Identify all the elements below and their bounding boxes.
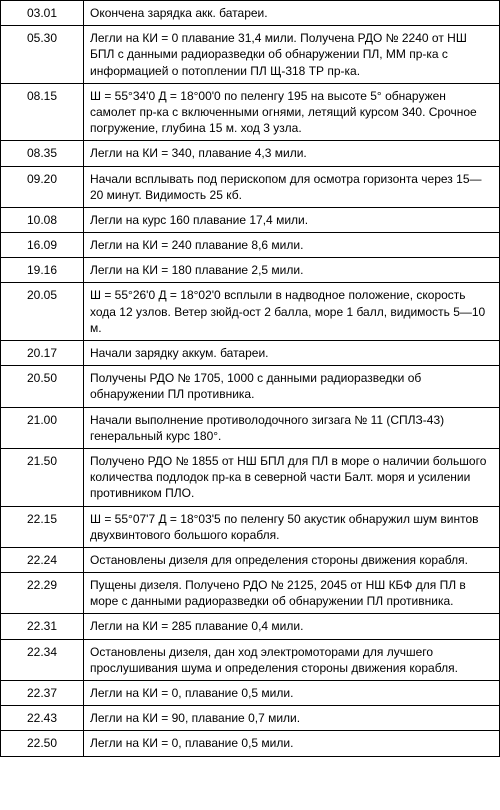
table-row: 10.08 Легли на курс 160 плавание 17,4 ми… (1, 207, 500, 232)
time-cell: 19.16 (1, 258, 84, 283)
desc-cell: Остановлены дизеля, дан ход электромотор… (84, 639, 500, 680)
time-cell: 10.08 (1, 207, 84, 232)
table-row: 03.01 Окончена зарядка акк. батареи. (1, 1, 500, 26)
desc-cell: Легли на КИ = 0, плавание 0,5 мили. (84, 731, 500, 756)
table-row: 22.37 Легли на КИ = 0, плавание 0,5 мили… (1, 681, 500, 706)
table-row: 09.20 Начали всплывать под перископом дл… (1, 166, 500, 207)
desc-cell: Получены РДО № 1705, 1000 с данными ради… (84, 366, 500, 407)
table-row: 20.05 Ш = 55°26'0 Д = 18°02'0 всплыли в … (1, 283, 500, 341)
table-row: 08.15 Ш = 55°34'0 Д = 18°00'0 по пеленгу… (1, 83, 500, 141)
desc-cell: Легли на КИ = 90, плавание 0,7 мили. (84, 706, 500, 731)
table-row: 20.17 Начали зарядку аккум. батареи. (1, 341, 500, 366)
desc-cell: Ш = 55°34'0 Д = 18°00'0 по пеленгу 195 н… (84, 83, 500, 141)
desc-cell: Легли на КИ = 180 плавание 2,5 мили. (84, 258, 500, 283)
desc-cell: Легли на КИ = 340, плавание 4,3 мили. (84, 141, 500, 166)
desc-cell: Легли на КИ = 240 плавание 8,6 мили. (84, 233, 500, 258)
table-row: 22.24 Остановлены дизеля для определения… (1, 547, 500, 572)
table-row: 16.09 Легли на КИ = 240 плавание 8,6 мил… (1, 233, 500, 258)
desc-cell: Остановлены дизеля для определения сторо… (84, 547, 500, 572)
desc-cell: Начали зарядку аккум. батареи. (84, 341, 500, 366)
time-cell: 03.01 (1, 1, 84, 26)
table-row: 22.43 Легли на КИ = 90, плавание 0,7 мил… (1, 706, 500, 731)
time-cell: 22.34 (1, 639, 84, 680)
desc-cell: Ш = 55°07'7 Д = 18°03'5 по пеленгу 50 ак… (84, 506, 500, 547)
table-row: 22.15 Ш = 55°07'7 Д = 18°03'5 по пеленгу… (1, 506, 500, 547)
time-cell: 22.50 (1, 731, 84, 756)
time-cell: 20.05 (1, 283, 84, 341)
table-row: 22.31 Легли на КИ = 285 плавание 0,4 мил… (1, 614, 500, 639)
time-cell: 22.15 (1, 506, 84, 547)
time-cell: 09.20 (1, 166, 84, 207)
desc-cell: Окончена зарядка акк. батареи. (84, 1, 500, 26)
desc-cell: Начали выполнение противолодочного зигза… (84, 407, 500, 448)
table-row: 05.30 Легли на КИ = 0 плавание 31,4 мили… (1, 26, 500, 84)
desc-cell: Получено РДО № 1855 от НШ БПЛ для ПЛ в м… (84, 448, 500, 506)
table-row: 20.50 Получены РДО № 1705, 1000 с данным… (1, 366, 500, 407)
time-cell: 08.35 (1, 141, 84, 166)
time-cell: 08.15 (1, 83, 84, 141)
table-row: 22.34 Остановлены дизеля, дан ход электр… (1, 639, 500, 680)
table-row: 19.16 Легли на КИ = 180 плавание 2,5 мил… (1, 258, 500, 283)
table-row: 08.35 Легли на КИ = 340, плавание 4,3 ми… (1, 141, 500, 166)
time-cell: 22.31 (1, 614, 84, 639)
time-cell: 20.50 (1, 366, 84, 407)
time-cell: 16.09 (1, 233, 84, 258)
time-cell: 22.24 (1, 547, 84, 572)
time-cell: 22.37 (1, 681, 84, 706)
desc-cell: Начали всплывать под перископом для осмо… (84, 166, 500, 207)
table-row: 21.50 Получено РДО № 1855 от НШ БПЛ для … (1, 448, 500, 506)
table-row: 22.50 Легли на КИ = 0, плавание 0,5 мили… (1, 731, 500, 756)
time-cell: 05.30 (1, 26, 84, 84)
time-cell: 22.43 (1, 706, 84, 731)
desc-cell: Легли на КИ = 285 плавание 0,4 мили. (84, 614, 500, 639)
desc-cell: Ш = 55°26'0 Д = 18°02'0 всплыли в надвод… (84, 283, 500, 341)
time-cell: 21.50 (1, 448, 84, 506)
desc-cell: Легли на КИ = 0, плавание 0,5 мили. (84, 681, 500, 706)
time-cell: 20.17 (1, 341, 84, 366)
desc-cell: Легли на курс 160 плавание 17,4 мили. (84, 207, 500, 232)
table-row: 21.00 Начали выполнение противолодочного… (1, 407, 500, 448)
log-table: 03.01 Окончена зарядка акк. батареи. 05.… (0, 0, 500, 757)
time-cell: 21.00 (1, 407, 84, 448)
desc-cell: Пущены дизеля. Получено РДО № 2125, 2045… (84, 573, 500, 614)
table-row: 22.29 Пущены дизеля. Получено РДО № 2125… (1, 573, 500, 614)
log-table-body: 03.01 Окончена зарядка акк. батареи. 05.… (1, 1, 500, 757)
time-cell: 22.29 (1, 573, 84, 614)
desc-cell: Легли на КИ = 0 плавание 31,4 мили. Полу… (84, 26, 500, 84)
